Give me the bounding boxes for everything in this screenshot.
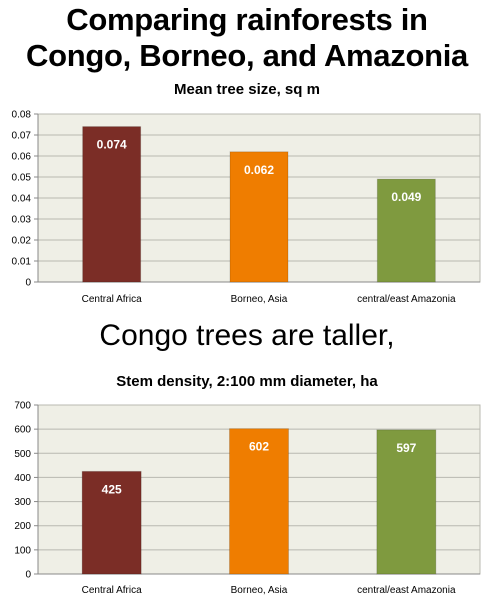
bar	[82, 126, 142, 283]
y-tick-label: 0.04	[12, 194, 32, 205]
data-label: 602	[249, 440, 269, 454]
y-tick-label: 700	[14, 401, 31, 412]
x-tick-label: Borneo, Asia	[231, 585, 288, 596]
y-tick-label: 0.03	[12, 215, 32, 226]
y-tick-label: 600	[14, 425, 31, 436]
y-tick-label: 0.02	[12, 236, 32, 247]
data-label: 0.049	[391, 190, 421, 204]
bar	[229, 151, 289, 283]
chart-title: Stem density, 2:100 mm diameter, ha	[116, 373, 378, 390]
y-tick-label: 0.07	[12, 131, 32, 142]
bar	[376, 178, 436, 283]
y-tick-label: 400	[14, 473, 31, 484]
chart-mean-tree-size: Mean tree size, sq m 0 0.01 0.02 0.03 0.04 0.0…	[12, 81, 481, 305]
bar	[376, 429, 437, 575]
y-tick-label: 500	[14, 449, 31, 460]
caption: Congo trees are taller,	[99, 319, 395, 352]
data-label: 0.074	[97, 138, 127, 152]
data-label: 425	[102, 482, 122, 496]
data-label: 597	[396, 441, 416, 455]
page-title-line-2: Congo, Borneo, and Amazonia	[26, 38, 468, 73]
x-tick-label: central/east Amazonia	[357, 294, 456, 305]
y-tick-label: 0.08	[12, 110, 32, 121]
y-tick-label: 0	[25, 570, 31, 581]
y-tick-label: 200	[14, 521, 31, 532]
y-tick-label: 0	[25, 278, 31, 289]
x-tick-label: Borneo, Asia	[231, 294, 288, 305]
y-tick-label: 300	[14, 497, 31, 508]
y-tick-label: 0.06	[12, 152, 32, 163]
bar	[81, 470, 142, 575]
y-tick-label: 0.05	[12, 173, 32, 184]
data-label: 0.062	[244, 163, 274, 177]
x-tick-label: central/east Amazonia	[357, 585, 456, 596]
bar	[229, 428, 289, 575]
y-tick-label: 0.01	[12, 257, 32, 268]
page-title-line-1: Comparing rainforests in	[66, 2, 428, 37]
chart-stem-density: Stem density, 2:100 mm diameter, ha 0 100 2…	[14, 373, 481, 596]
chart-title: Mean tree size, sq m	[174, 81, 320, 98]
x-tick-label: Central Africa	[82, 585, 142, 596]
x-tick-label: Central Africa	[82, 294, 142, 305]
y-tick-label: 100	[14, 545, 31, 556]
